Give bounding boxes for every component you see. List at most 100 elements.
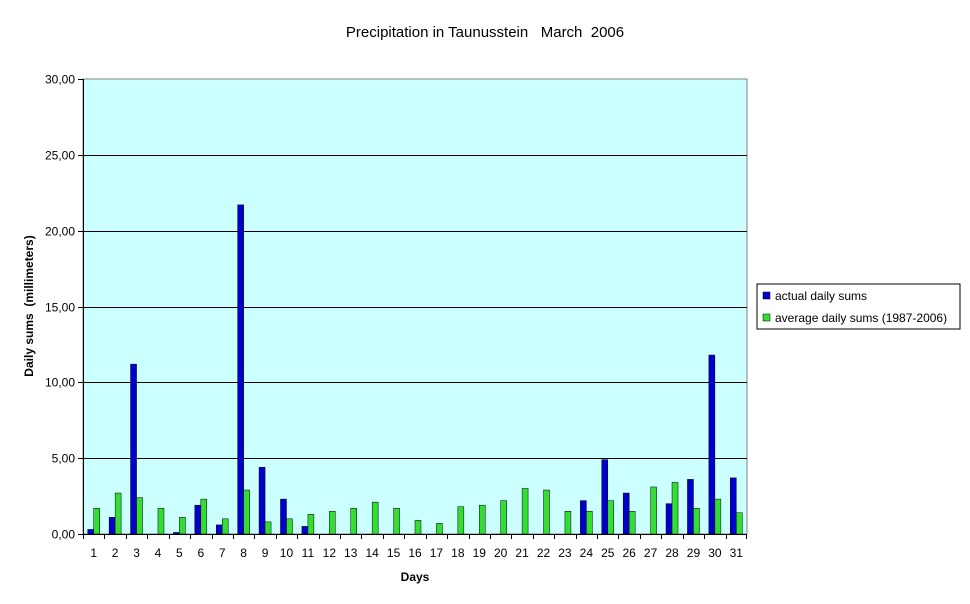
bar-actual xyxy=(108,517,116,535)
legend-box xyxy=(756,283,961,330)
bar-average xyxy=(243,489,250,535)
x-tick-label: 12 xyxy=(323,546,337,560)
bar-actual xyxy=(665,503,673,535)
bar-average xyxy=(457,506,465,535)
bar-average xyxy=(350,507,357,535)
bar-actual xyxy=(280,498,287,535)
x-tick-label: 11 xyxy=(302,546,315,560)
x-tick-label: 26 xyxy=(623,546,637,560)
bar-actual xyxy=(258,467,266,535)
bar-average xyxy=(543,489,550,535)
y-tick-label: 30,00 xyxy=(45,73,75,87)
legend-swatch-average xyxy=(762,313,771,322)
bar-average xyxy=(628,511,636,535)
chart-title: Precipitation in Taunusstein March 2006 xyxy=(346,24,624,41)
x-tick-label: 29 xyxy=(687,546,701,560)
x-tick-label: 18 xyxy=(451,546,465,560)
x-tick-label: 31 xyxy=(730,546,744,560)
bar-actual xyxy=(580,500,587,535)
x-tick-label: 23 xyxy=(558,546,572,560)
x-tick-label: 2 xyxy=(112,546,119,560)
bar-actual xyxy=(194,504,202,535)
bar-actual xyxy=(708,354,716,535)
y-tick-label: 5,00 xyxy=(52,452,76,466)
x-tick-label: 10 xyxy=(280,546,294,560)
x-tick-label: 24 xyxy=(580,546,594,560)
legend-label-average: average daily sums (1987-2006) xyxy=(775,311,947,325)
bar-actual xyxy=(237,204,244,535)
x-tick-label: 25 xyxy=(601,546,615,560)
bar-actual xyxy=(730,477,737,535)
x-tick-label: 3 xyxy=(133,546,140,560)
x-tick-label: 21 xyxy=(515,546,529,560)
bar-average xyxy=(264,521,272,535)
x-tick-label: 5 xyxy=(176,546,183,560)
x-tick-label: 4 xyxy=(155,546,162,560)
y-tick-labels: 0,00 5,00 10,00 15,00 20,00 25,00 30,00 xyxy=(45,73,75,542)
bar-actual xyxy=(173,532,180,535)
bar-average xyxy=(414,520,422,535)
x-tick-labels: 1 2 3 4 5 6 7 8 9 10 11 12 13 14 15 16 17 18 19 20 21 22 23 24 2… xyxy=(90,546,743,560)
x-tick-label: 20 xyxy=(494,546,508,560)
x-tick-label: 19 xyxy=(473,546,487,560)
bar-average xyxy=(221,518,229,535)
y-tick-label: 25,00 xyxy=(45,149,75,163)
bar-average xyxy=(286,518,293,535)
x-axis-title: Days xyxy=(401,570,430,584)
bar-average xyxy=(157,507,165,535)
x-tick-label: 22 xyxy=(537,546,551,560)
bar-average xyxy=(371,501,379,535)
x-tick-label: 8 xyxy=(240,546,247,560)
axes xyxy=(78,79,747,539)
y-tick-label: 0,00 xyxy=(52,528,76,542)
bar-actual xyxy=(301,526,309,535)
bar-average xyxy=(586,511,593,535)
x-tick-label: 7 xyxy=(219,546,226,560)
bar-average xyxy=(714,498,722,535)
bar-average xyxy=(479,504,486,535)
bar-average xyxy=(179,517,186,535)
y-axis-title: Daily sums (millimeters) xyxy=(22,235,36,376)
bar-average xyxy=(93,507,100,535)
bar-average xyxy=(307,514,315,535)
bar-actual xyxy=(601,459,609,535)
bar-average xyxy=(607,500,615,535)
y-tick-label: 15,00 xyxy=(45,301,75,315)
bar-average xyxy=(521,488,529,535)
bar-average xyxy=(200,498,208,535)
bar-actual xyxy=(622,492,630,535)
y-tick-label: 20,00 xyxy=(45,225,75,239)
bar-average xyxy=(693,507,700,535)
x-tick-label: 6 xyxy=(197,546,204,560)
bar-average xyxy=(436,523,443,535)
plot-area xyxy=(82,78,748,535)
x-tick-label: 1 xyxy=(90,546,97,560)
legend: actual daily sums average daily sums (19… xyxy=(756,283,961,330)
bar-average xyxy=(136,497,143,535)
bar-average xyxy=(650,486,657,535)
x-tick-label: 9 xyxy=(262,546,269,560)
legend-swatch-actual xyxy=(762,291,771,300)
x-tick-label: 28 xyxy=(665,546,679,560)
bar-average xyxy=(393,507,400,535)
bar-actual xyxy=(687,479,694,535)
legend-label-actual: actual daily sums xyxy=(775,289,867,303)
x-tick-label: 15 xyxy=(387,546,401,560)
x-tick-label: 17 xyxy=(430,546,444,560)
gridlines xyxy=(83,155,747,459)
x-tick-label: 16 xyxy=(408,546,422,560)
bar-average xyxy=(329,511,336,535)
bar-average xyxy=(671,482,679,535)
bar-average xyxy=(564,511,572,535)
bar-actual xyxy=(130,363,137,535)
bar-average xyxy=(114,492,122,535)
x-tick-label: 14 xyxy=(365,546,379,560)
bar-average xyxy=(736,512,743,535)
bars xyxy=(87,204,743,535)
bar-actual xyxy=(87,529,94,535)
x-tick-label: 30 xyxy=(708,546,722,560)
x-tick-label: 13 xyxy=(344,546,358,560)
y-tick-label: 10,00 xyxy=(45,376,75,390)
bar-actual xyxy=(215,524,223,535)
